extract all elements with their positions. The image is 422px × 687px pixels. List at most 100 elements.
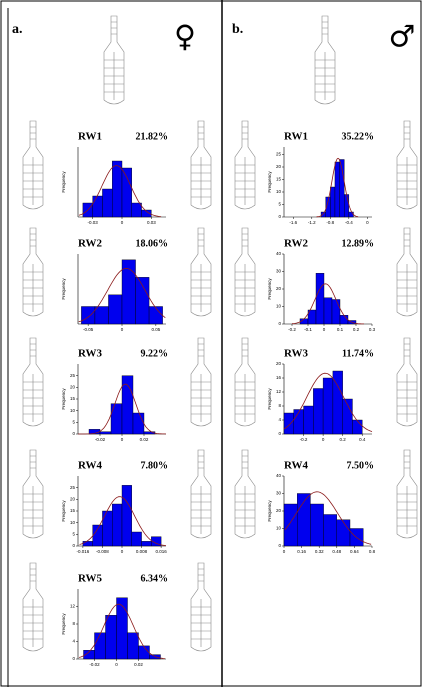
x-tick-label: 0 — [121, 220, 124, 225]
y-tick-label: 5 — [278, 202, 281, 207]
chart-title: RW2 — [284, 238, 309, 250]
variance-label: 35.22% — [342, 131, 375, 142]
x-tick-label: 0.016 — [155, 549, 167, 554]
chart-title: RW4 — [284, 460, 309, 472]
y-tick-label: 20 — [276, 164, 282, 169]
bar — [102, 510, 113, 547]
y-tick-label: 20 — [276, 361, 282, 366]
bar — [315, 273, 325, 325]
fit-curve — [78, 603, 165, 659]
x-tick-label: 0.05 — [151, 327, 160, 332]
bar — [108, 294, 123, 325]
chart-title: RW3 — [284, 348, 309, 360]
y-axis-label: Frequency — [61, 171, 66, 193]
bar — [303, 405, 314, 435]
y-axis-label: Frequency — [61, 278, 66, 300]
fit-curve — [78, 267, 166, 323]
bar — [151, 536, 162, 547]
y-tick-label: 20 — [276, 286, 282, 291]
y-tick-label: 8 — [72, 621, 75, 626]
wing-outline — [314, 15, 336, 105]
y-axis-label: Frequency — [267, 388, 272, 410]
y-tick-label: 20 — [70, 497, 76, 502]
wing-outline — [396, 449, 418, 539]
y-tick-label: 12 — [70, 604, 76, 609]
x-tick-label: -0.05 — [83, 327, 94, 332]
fit-curve — [283, 372, 373, 432]
x-tick-label: -0.008 — [96, 549, 109, 554]
x-tick-label: -0.02 — [95, 437, 106, 442]
x-tick-label: 0.2 — [340, 437, 347, 442]
chart-title: RW1 — [78, 131, 102, 143]
bar — [132, 412, 145, 435]
wing-outline — [234, 449, 256, 539]
bar — [131, 202, 142, 218]
bar — [112, 160, 123, 218]
variance-label: 21.82% — [136, 131, 169, 142]
bar — [141, 209, 152, 218]
sex-symbol: ♂ — [389, 20, 416, 55]
x-tick-label: -1.6 — [289, 220, 297, 225]
bar — [131, 531, 142, 547]
y-axis-label: Frequency — [61, 500, 66, 522]
y-tick-label: 10 — [276, 526, 282, 531]
x-tick-label: -0.2 — [288, 327, 296, 332]
bar — [334, 161, 340, 218]
bar — [99, 431, 112, 435]
bar — [323, 297, 333, 325]
x-tick-label: -0.03 — [88, 220, 99, 225]
y-tick-label: 0 — [72, 431, 75, 436]
y-tick-label: 0 — [72, 543, 75, 548]
chart-title: RW3 — [78, 348, 103, 360]
y-tick-label: 8 — [278, 403, 281, 408]
wing-outline — [396, 227, 418, 317]
wing-outline — [22, 449, 44, 539]
y-axis-label: Frequency — [267, 278, 272, 300]
y-tick-label: 25 — [70, 373, 76, 378]
y-tick-label: 0 — [278, 431, 281, 436]
y-tick-label: 5 — [72, 532, 75, 537]
bar — [352, 419, 363, 435]
x-tick-label: -0.4 — [345, 220, 353, 225]
bar — [141, 541, 152, 547]
wing-outline — [396, 120, 418, 210]
fit-curve — [284, 491, 372, 545]
x-tick-label: 0 — [121, 437, 124, 442]
y-axis-label: Frequency — [61, 388, 66, 410]
y-tick-label: 10 — [70, 408, 76, 413]
y-tick-label: 25 — [70, 485, 76, 490]
bar — [92, 195, 103, 218]
bar — [112, 503, 123, 547]
wing-outline — [190, 449, 212, 539]
y-axis-label: Frequency — [61, 613, 66, 635]
bar — [313, 388, 324, 435]
y-tick-label: 5 — [72, 420, 75, 425]
x-tick-label: 0 — [115, 662, 118, 667]
bar — [342, 398, 353, 435]
variance-label: 12.89% — [342, 238, 375, 249]
bar — [283, 503, 298, 547]
y-tick-label: 20 — [276, 508, 282, 513]
x-tick-label: 0.02 — [140, 437, 149, 442]
y-tick-label: 40 — [276, 251, 282, 256]
y-tick-label: 0 — [278, 214, 281, 219]
bar — [81, 306, 96, 325]
x-tick-label: 0.1 — [337, 327, 344, 332]
x-tick-label: 0.4 — [359, 437, 366, 442]
bar — [110, 403, 123, 435]
x-tick-label: 0.008 — [136, 549, 148, 554]
y-tick-label: 30 — [276, 269, 282, 274]
bar — [121, 259, 136, 325]
x-tick-label: 0 — [366, 220, 369, 225]
chart-title: RW4 — [78, 460, 103, 472]
bar — [121, 485, 132, 547]
x-tick-label: 0 — [323, 327, 326, 332]
bar — [82, 541, 93, 547]
bar — [121, 375, 134, 435]
x-tick-label: 0.8 — [369, 549, 376, 554]
bar — [148, 306, 163, 325]
y-axis-label: Frequency — [267, 171, 272, 193]
bar — [92, 524, 103, 547]
wing-outline — [190, 227, 212, 317]
bar — [323, 514, 338, 547]
